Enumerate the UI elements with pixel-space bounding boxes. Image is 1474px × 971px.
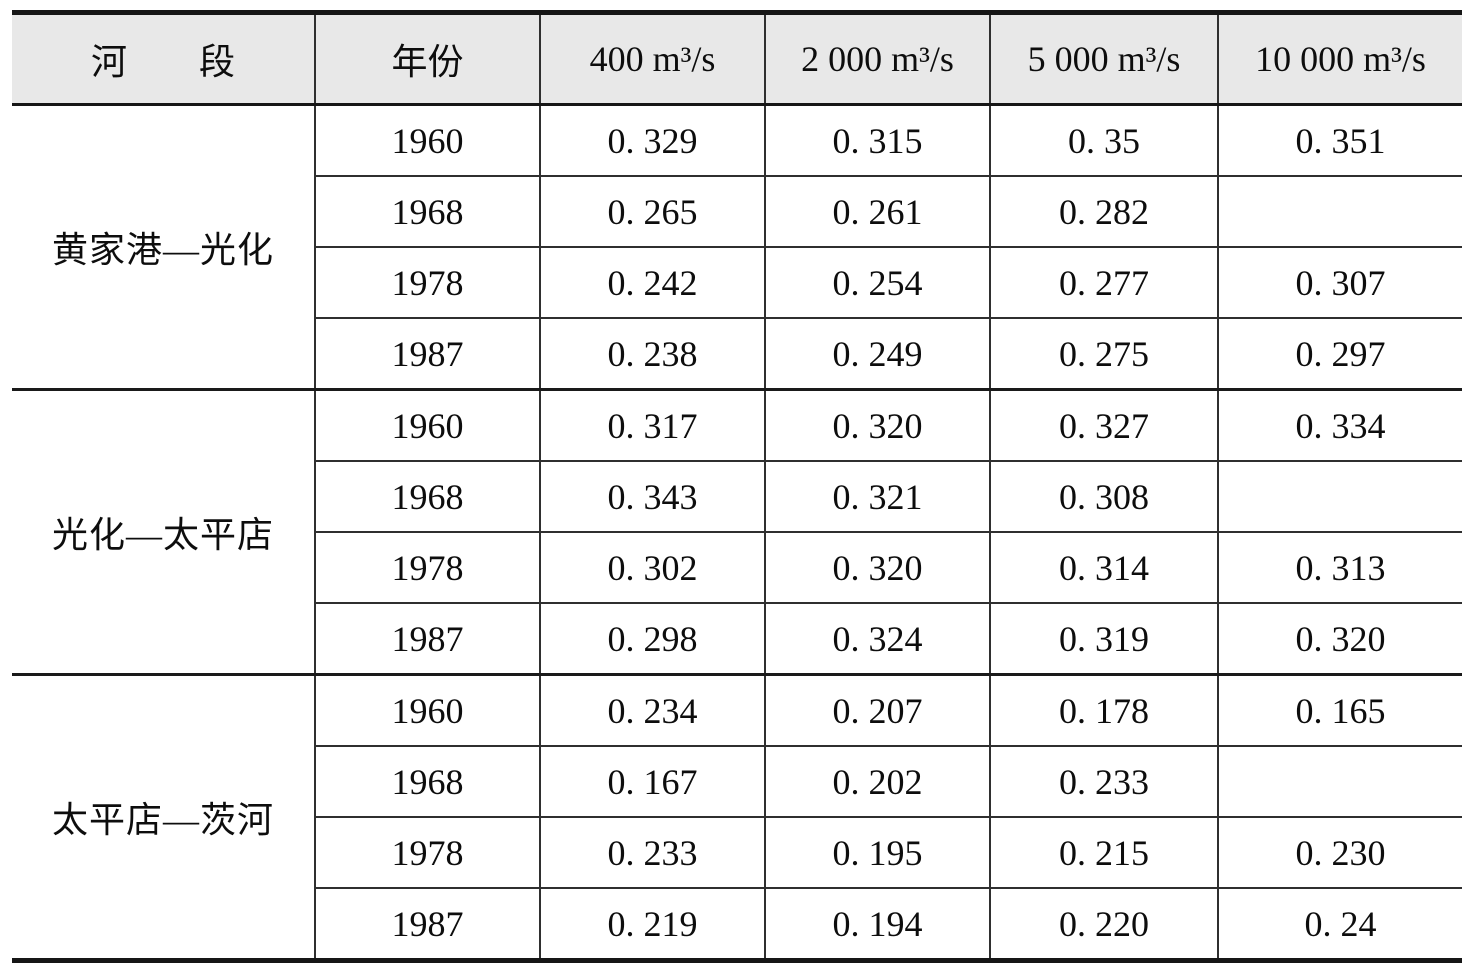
value-cell: 0. 315: [764, 103, 991, 177]
value-cell: 0. 238: [539, 317, 766, 391]
value-cell: 0. 319: [989, 602, 1219, 676]
table-body: 黄家港—光化 1960 0. 329 0. 315 0. 35 0. 351 1…: [12, 103, 1462, 962]
value-cell: 0. 234: [539, 673, 766, 747]
year-cell: 1978: [315, 531, 541, 604]
value-cell: 0. 298: [539, 602, 766, 676]
value-cell: 0. 233: [989, 745, 1219, 818]
column-header-q5000: 5 000 m³/s: [989, 11, 1219, 106]
value-cell: 0. 167: [539, 745, 766, 818]
year-cell: 1987: [315, 602, 541, 676]
value-cell: 0. 334: [1217, 388, 1462, 462]
table-container: 河 段 年份 400 m³/s 2 000 m³/s 5 000 m³/s 10…: [12, 10, 1462, 963]
table-row: 1978 0. 233 0. 195 0. 215 0. 230: [12, 816, 1462, 889]
column-header-segment: 河 段: [12, 11, 316, 106]
year-cell: 1987: [315, 887, 541, 962]
value-cell: 0. 320: [764, 531, 991, 604]
value-cell: 0. 220: [989, 887, 1219, 962]
table-row: 1978 0. 242 0. 254 0. 277 0. 307: [12, 246, 1462, 319]
segment-name-cell: 太平店—茨河: [12, 673, 316, 962]
table-row: 1987 0. 298 0. 324 0. 319 0. 320: [12, 602, 1462, 676]
segment-name-cell: 光化—太平店: [12, 388, 316, 676]
value-cell: 0. 178: [989, 673, 1219, 747]
value-cell: 0. 313: [1217, 531, 1462, 604]
year-cell: 1978: [315, 816, 541, 889]
value-cell: [1217, 175, 1462, 248]
table-header: 河 段 年份 400 m³/s 2 000 m³/s 5 000 m³/s 10…: [12, 11, 1462, 106]
value-cell: 0. 302: [539, 531, 766, 604]
value-cell: 0. 35: [989, 103, 1219, 177]
table-row: 1987 0. 238 0. 249 0. 275 0. 297: [12, 317, 1462, 391]
value-cell: [1217, 745, 1462, 818]
table-row: 太平店—茨河 1960 0. 234 0. 207 0. 178 0. 165: [12, 673, 1462, 962]
year-cell: 1968: [315, 745, 541, 818]
value-cell: 0. 320: [764, 388, 991, 462]
value-cell: 0. 207: [764, 673, 991, 747]
table-row: 光化—太平店 1960 0. 317 0. 320 0. 327 0. 334: [12, 388, 1462, 676]
year-cell: 1968: [315, 175, 541, 248]
column-header-q2000: 2 000 m³/s: [764, 11, 991, 106]
value-cell: 0. 219: [539, 887, 766, 962]
header-row: 河 段 年份 400 m³/s 2 000 m³/s 5 000 m³/s 10…: [12, 11, 1462, 106]
value-cell: 0. 277: [989, 246, 1219, 319]
value-cell: 0. 195: [764, 816, 991, 889]
value-cell: 0. 324: [764, 602, 991, 676]
value-cell: 0. 165: [1217, 673, 1462, 747]
value-cell: 0. 307: [1217, 246, 1462, 319]
year-cell: 1987: [315, 317, 541, 391]
table-row: 黄家港—光化 1960 0. 329 0. 315 0. 35 0. 351: [12, 103, 1462, 391]
segment-name-cell: 黄家港—光化: [12, 103, 316, 391]
year-cell: 1968: [315, 460, 541, 533]
year-cell: 1960: [314, 673, 541, 747]
value-cell: 0. 297: [1217, 317, 1462, 391]
value-cell: 0. 249: [764, 317, 991, 391]
value-cell: 0. 233: [539, 816, 766, 889]
value-cell: 0. 329: [539, 103, 766, 177]
value-cell: 0. 320: [1217, 602, 1462, 676]
table-row: 1987 0. 219 0. 194 0. 220 0. 24: [12, 887, 1462, 962]
value-cell: 0. 265: [539, 175, 766, 248]
year-cell: 1960: [314, 388, 541, 462]
value-cell: 0. 254: [764, 246, 991, 319]
value-cell: 0. 242: [539, 246, 766, 319]
value-cell: 0. 194: [764, 887, 991, 962]
value-cell: 0. 275: [989, 317, 1219, 391]
value-cell: [1217, 460, 1462, 533]
value-cell: 0. 343: [539, 460, 766, 533]
value-cell: 0. 282: [989, 175, 1219, 248]
value-cell: 0. 261: [764, 175, 991, 248]
table-row: 1968 0. 343 0. 321 0. 308: [12, 460, 1462, 533]
value-cell: 0. 202: [764, 745, 991, 818]
value-cell: 0. 321: [764, 460, 991, 533]
column-header-q10000: 10 000 m³/s: [1217, 11, 1462, 106]
table-row: 1978 0. 302 0. 320 0. 314 0. 313: [12, 531, 1462, 604]
hydrology-table: 河 段 年份 400 m³/s 2 000 m³/s 5 000 m³/s 10…: [12, 10, 1462, 963]
value-cell: 0. 351: [1217, 103, 1462, 177]
year-cell: 1978: [315, 246, 541, 319]
table-row: 1968 0. 265 0. 261 0. 282: [12, 175, 1462, 248]
value-cell: 0. 308: [989, 460, 1219, 533]
column-header-year: 年份: [314, 11, 541, 106]
value-cell: 0. 327: [989, 388, 1219, 462]
column-header-q400: 400 m³/s: [539, 11, 766, 106]
value-cell: 0. 314: [989, 531, 1219, 604]
value-cell: 0. 24: [1217, 887, 1462, 962]
year-cell: 1960: [314, 103, 541, 177]
table-row: 1968 0. 167 0. 202 0. 233: [12, 745, 1462, 818]
value-cell: 0. 317: [539, 388, 766, 462]
value-cell: 0. 230: [1217, 816, 1462, 889]
value-cell: 0. 215: [989, 816, 1219, 889]
